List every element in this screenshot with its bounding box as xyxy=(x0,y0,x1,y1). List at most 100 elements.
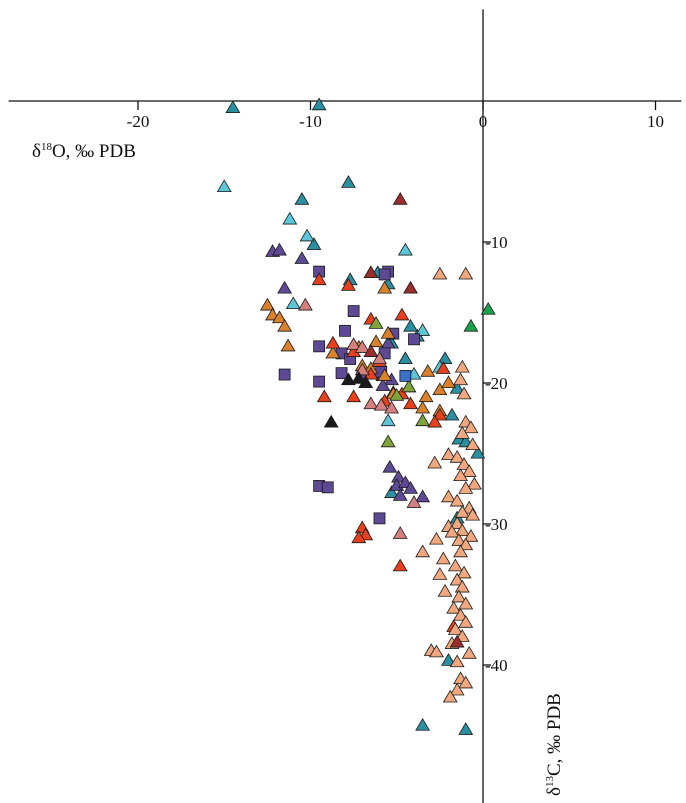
data-point-teal-triangle xyxy=(444,407,460,421)
data-point-orange-triangle xyxy=(325,345,341,359)
data-point-salmon-triangle xyxy=(466,476,482,490)
data-point-orange-triangle xyxy=(377,368,393,381)
data-point-pink-triangle xyxy=(346,337,362,350)
data-point-salmon-triangle xyxy=(437,583,453,597)
data-point-red-triangle xyxy=(341,278,356,291)
data-point-red-triangle xyxy=(392,558,408,572)
data-point-teal-triangle xyxy=(470,445,486,459)
x-axis-ticks: -20 -10 0 10 xyxy=(127,101,664,131)
data-point-salmon-triangle xyxy=(441,447,456,460)
data-point-salmon-triangle xyxy=(454,359,470,373)
data-point-green-triangle xyxy=(380,434,396,448)
data-point-purple-square xyxy=(313,375,326,388)
data-point-salmon-triangle xyxy=(451,589,467,603)
data-point-salmon-triangle xyxy=(449,493,465,507)
data-point-salmon-triangle xyxy=(428,644,444,658)
data-point-black-triangle xyxy=(351,371,367,384)
data-point-teal-triangle xyxy=(437,351,453,365)
data-point-salmon-triangle xyxy=(449,450,465,463)
data-point-darkred-triangle xyxy=(403,280,418,294)
data-point-salmon-triangle xyxy=(447,558,463,572)
data-points xyxy=(216,97,496,735)
data-point-cyan-triangle xyxy=(282,211,298,225)
data-point-salmon-triangle xyxy=(461,464,477,477)
data-point-teal-triangle xyxy=(403,318,418,332)
data-point-teal-triangle xyxy=(441,653,456,666)
data-point-pink-triangle xyxy=(372,351,387,365)
data-point-salmon-triangle xyxy=(465,507,481,521)
data-point-salmon-triangle xyxy=(454,579,470,593)
data-point-pink-triangle xyxy=(392,526,408,539)
data-point-purple-triangle xyxy=(403,481,418,494)
data-point-salmon-triangle xyxy=(458,596,474,610)
data-point-purple-triangle xyxy=(272,242,287,256)
data-point-red-triangle xyxy=(311,272,327,286)
data-point-green-triangle xyxy=(415,413,431,427)
data-point-cyan-triangle xyxy=(415,323,431,336)
y-axis-ticks: -10 -20 -30 -40 xyxy=(483,233,508,675)
data-point-pink-triangle xyxy=(406,495,422,508)
data-point-salmon-triangle xyxy=(435,551,451,565)
data-point-orange-triangle xyxy=(380,325,396,339)
data-point-green-triangle xyxy=(389,387,405,401)
data-point-salmon-triangle xyxy=(447,622,463,635)
x-tick-label: -20 xyxy=(127,112,150,131)
y-tick-label: -30 xyxy=(485,515,508,534)
data-point-green-triangle xyxy=(401,379,417,393)
data-point-salmon-triangle xyxy=(449,572,465,586)
data-point-salmon-triangle xyxy=(449,654,465,668)
data-point-red-triangle xyxy=(432,407,448,421)
data-point-pink-triangle xyxy=(384,400,400,414)
data-point-purple-triangle xyxy=(415,489,431,503)
data-point-red-triangle xyxy=(346,389,362,403)
data-point-purple-triangle xyxy=(294,251,310,264)
data-point-teal-triangle xyxy=(225,100,241,114)
data-point-salmon-triangle xyxy=(458,537,474,551)
data-point-cyan-triangle xyxy=(299,228,315,242)
data-point-brightgreen-triangle xyxy=(463,318,479,332)
data-point-green-triangle xyxy=(368,316,384,329)
data-point-salmon-triangle xyxy=(463,528,479,542)
data-point-black-triangle xyxy=(341,372,356,386)
data-point-salmon-triangle xyxy=(441,489,456,503)
data-point-salmon-triangle xyxy=(458,675,474,689)
data-point-purple-triangle xyxy=(392,488,408,501)
data-point-salmon-triangle xyxy=(453,544,469,558)
y-axis-title: δ13C, ‰ PDB xyxy=(544,693,565,796)
data-point-salmon-triangle xyxy=(449,682,465,696)
data-point-red-triangle xyxy=(403,396,418,410)
data-point-salmon-triangle xyxy=(465,437,481,451)
y-tick-label: -40 xyxy=(485,656,508,675)
data-point-cyan-triangle xyxy=(216,179,232,193)
data-point-red-triangle xyxy=(394,307,410,321)
x-tick-label: 0 xyxy=(479,112,488,131)
data-point-pink-triangle xyxy=(363,396,379,410)
data-point-teal-triangle xyxy=(341,175,356,188)
data-point-teal-triangle xyxy=(397,351,413,365)
data-point-salmon-triangle xyxy=(444,524,460,538)
data-point-salmon-triangle xyxy=(453,372,469,386)
data-point-orange-triangle xyxy=(418,389,434,403)
data-point-blue-square xyxy=(399,370,412,382)
data-point-darkred-triangle xyxy=(363,344,379,357)
data-point-orange-triangle xyxy=(259,297,275,311)
data-point-orange-triangle xyxy=(441,375,456,389)
data-point-salmon-triangle xyxy=(415,544,431,558)
data-point-darkred-triangle xyxy=(363,265,379,279)
data-point-salmon-triangle xyxy=(453,607,469,621)
data-point-cyan-triangle xyxy=(380,413,396,427)
data-point-salmon-triangle xyxy=(432,266,448,280)
data-point-teal-triangle xyxy=(306,237,322,250)
data-point-black-triangle xyxy=(323,414,339,428)
data-point-purple-square xyxy=(339,324,351,337)
data-point-brightgreen-triangle xyxy=(480,301,496,315)
data-point-purple-square xyxy=(335,367,348,380)
data-point-orange-triangle xyxy=(415,400,431,414)
data-point-purple-triangle xyxy=(277,280,293,294)
data-point-black-triangle xyxy=(358,375,374,389)
data-point-salmon-triangle xyxy=(458,615,474,628)
data-point-salmon-triangle xyxy=(451,533,467,546)
data-point-teal-triangle xyxy=(384,485,400,498)
data-point-red-triangle xyxy=(325,335,341,349)
